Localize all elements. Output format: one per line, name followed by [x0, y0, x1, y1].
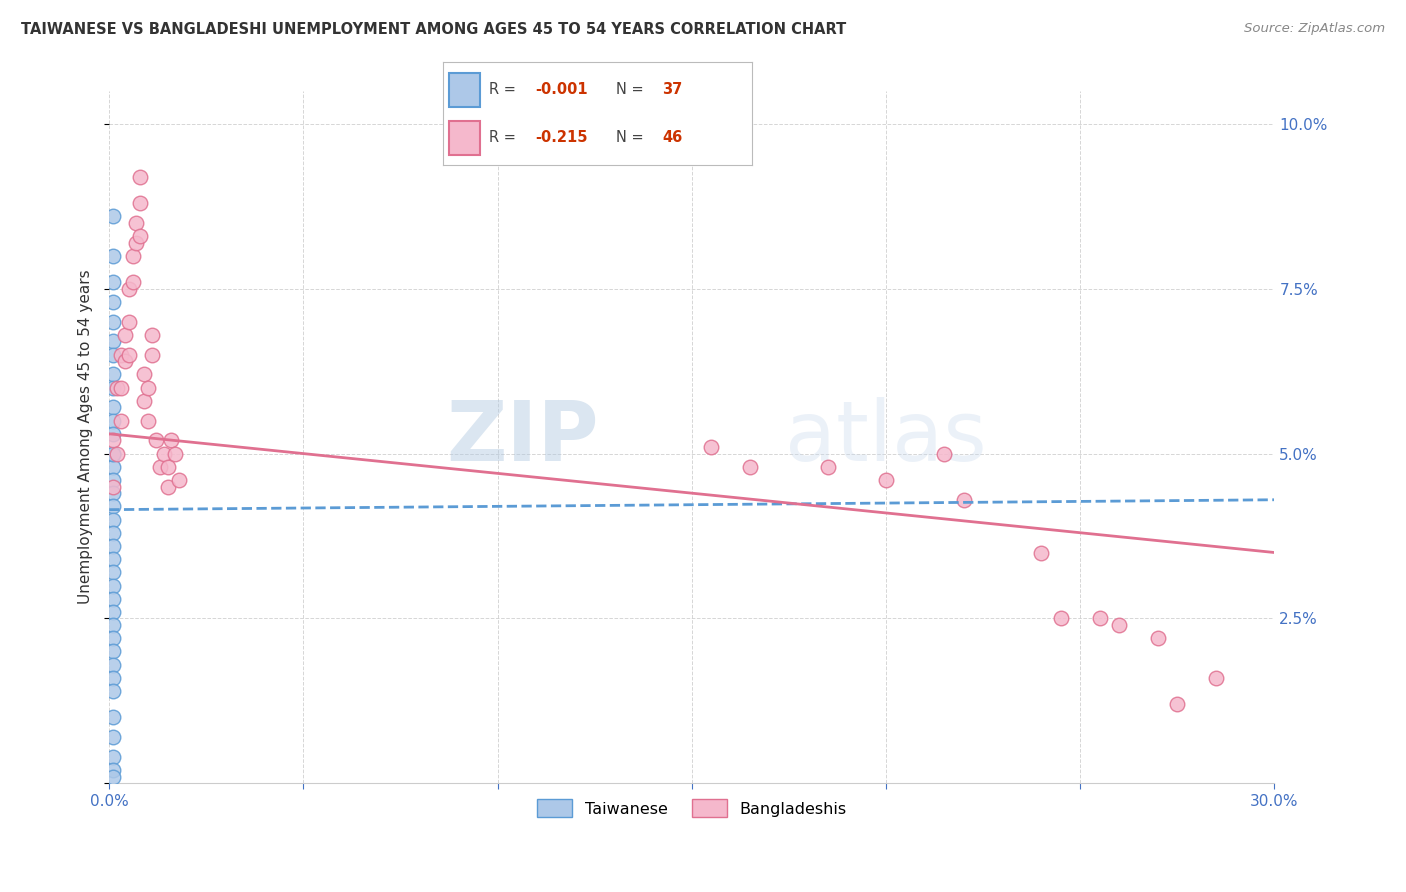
- Text: 37: 37: [662, 82, 683, 97]
- Text: ZIP: ZIP: [446, 397, 599, 477]
- Point: [101, 348, 124, 362]
- Point: [149, 459, 172, 474]
- Point: [125, 235, 148, 250]
- FancyBboxPatch shape: [449, 121, 479, 155]
- Text: N =: N =: [616, 130, 648, 145]
- Point: [110, 381, 132, 395]
- Text: R =: R =: [489, 82, 520, 97]
- Point: [817, 459, 839, 474]
- Text: 46: 46: [662, 130, 683, 145]
- Point: [101, 486, 124, 500]
- Point: [118, 315, 141, 329]
- Point: [101, 763, 124, 777]
- Text: Source: ZipAtlas.com: Source: ZipAtlas.com: [1244, 22, 1385, 36]
- Point: [110, 414, 132, 428]
- Point: [129, 169, 152, 184]
- Point: [101, 591, 124, 606]
- Y-axis label: Unemployment Among Ages 45 to 54 years: Unemployment Among Ages 45 to 54 years: [79, 269, 93, 605]
- Point: [152, 447, 174, 461]
- Point: [101, 500, 124, 514]
- Point: [118, 348, 141, 362]
- Point: [101, 249, 124, 263]
- Point: [134, 393, 156, 408]
- Point: [101, 315, 124, 329]
- Point: [160, 434, 183, 448]
- Point: [101, 644, 124, 658]
- Point: [101, 657, 124, 672]
- Legend: Taiwanese, Bangladeshis: Taiwanese, Bangladeshis: [530, 793, 853, 824]
- Point: [101, 334, 124, 349]
- Point: [105, 381, 128, 395]
- Point: [101, 552, 124, 566]
- Point: [125, 216, 148, 230]
- Point: [101, 381, 124, 395]
- Point: [1031, 545, 1053, 559]
- Text: TAIWANESE VS BANGLADESHI UNEMPLOYMENT AMONG AGES 45 TO 54 YEARS CORRELATION CHAR: TAIWANESE VS BANGLADESHI UNEMPLOYMENT AM…: [21, 22, 846, 37]
- Point: [101, 294, 124, 309]
- Point: [141, 327, 163, 342]
- Text: -0.001: -0.001: [536, 82, 588, 97]
- Point: [134, 368, 156, 382]
- Point: [101, 434, 124, 448]
- Point: [101, 447, 124, 461]
- Point: [156, 459, 179, 474]
- Point: [165, 447, 187, 461]
- Point: [952, 492, 974, 507]
- Point: [101, 710, 124, 724]
- Point: [101, 671, 124, 685]
- Point: [101, 479, 124, 493]
- Point: [101, 275, 124, 289]
- Point: [101, 447, 124, 461]
- Point: [101, 414, 124, 428]
- Point: [101, 401, 124, 415]
- Point: [1050, 611, 1073, 625]
- Point: [1147, 632, 1170, 646]
- Point: [101, 750, 124, 764]
- Point: [136, 381, 159, 395]
- Point: [101, 525, 124, 540]
- Point: [101, 473, 124, 487]
- Point: [145, 434, 167, 448]
- Text: atlas: atlas: [785, 397, 987, 477]
- Point: [101, 770, 124, 784]
- Point: [101, 578, 124, 592]
- Point: [101, 539, 124, 553]
- Point: [110, 348, 132, 362]
- Point: [101, 426, 124, 441]
- Text: R =: R =: [489, 130, 520, 145]
- Point: [1108, 618, 1130, 632]
- Point: [105, 447, 128, 461]
- Point: [167, 473, 190, 487]
- Point: [121, 275, 143, 289]
- Point: [129, 196, 152, 211]
- Point: [118, 282, 141, 296]
- Point: [101, 632, 124, 646]
- Point: [101, 368, 124, 382]
- Point: [121, 249, 143, 263]
- FancyBboxPatch shape: [449, 73, 479, 106]
- Point: [101, 618, 124, 632]
- Point: [1088, 611, 1111, 625]
- Text: -0.215: -0.215: [536, 130, 588, 145]
- Point: [740, 459, 762, 474]
- Point: [101, 566, 124, 580]
- Point: [101, 512, 124, 526]
- Point: [114, 354, 136, 368]
- Point: [101, 684, 124, 698]
- Point: [101, 730, 124, 744]
- Point: [101, 209, 124, 223]
- Point: [129, 228, 152, 243]
- Point: [101, 605, 124, 619]
- Point: [114, 327, 136, 342]
- Point: [875, 473, 897, 487]
- Point: [141, 348, 163, 362]
- Point: [1205, 671, 1227, 685]
- Text: N =: N =: [616, 82, 648, 97]
- Point: [700, 440, 723, 454]
- Point: [156, 479, 179, 493]
- Point: [136, 414, 159, 428]
- Point: [101, 459, 124, 474]
- Point: [934, 447, 956, 461]
- Point: [1166, 698, 1188, 712]
